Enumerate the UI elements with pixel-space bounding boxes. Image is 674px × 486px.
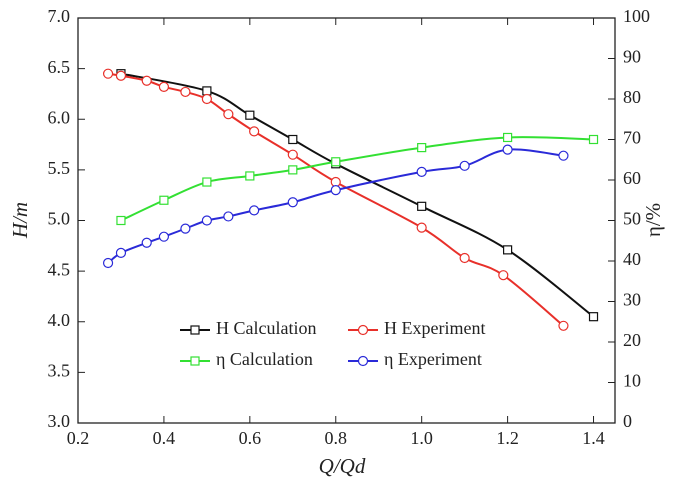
point-marker bbox=[158, 81, 170, 92]
y2-tick-label: 90 bbox=[623, 47, 641, 67]
point-marker bbox=[417, 201, 427, 211]
point-marker bbox=[502, 144, 513, 155]
y-tick-label: 7.0 bbox=[48, 6, 71, 26]
x-tick-label: 1.0 bbox=[410, 428, 433, 448]
y2-tick-label: 60 bbox=[623, 168, 641, 188]
plot-frame bbox=[77, 17, 616, 424]
point-marker bbox=[459, 252, 470, 264]
point-marker bbox=[330, 185, 341, 196]
point-marker bbox=[202, 86, 212, 96]
y2-tick-label: 30 bbox=[623, 290, 641, 310]
point-marker bbox=[588, 312, 599, 322]
y-axis-title: H/m bbox=[8, 202, 32, 239]
point-marker bbox=[102, 68, 114, 79]
y-tick-label: 5.5 bbox=[48, 158, 71, 178]
legend-label: H Calculation bbox=[216, 318, 316, 338]
legend-label: η Experiment bbox=[384, 349, 482, 369]
y-tick-label: 3.0 bbox=[48, 411, 71, 431]
point-marker bbox=[288, 165, 298, 175]
point-marker bbox=[287, 197, 298, 208]
y-tick-label: 6.0 bbox=[48, 107, 71, 127]
point-marker bbox=[141, 237, 152, 248]
y2-tick-label: 80 bbox=[623, 87, 641, 107]
point-marker bbox=[288, 134, 298, 145]
point-marker bbox=[249, 126, 260, 137]
x-tick-label: 0.4 bbox=[153, 428, 176, 448]
legend-marker bbox=[190, 325, 200, 335]
point-marker bbox=[141, 75, 152, 86]
point-marker bbox=[331, 157, 341, 167]
y-tick-label: 5.0 bbox=[48, 209, 71, 229]
point-marker bbox=[158, 231, 170, 242]
point-marker bbox=[558, 150, 569, 161]
series-line bbox=[120, 72, 595, 318]
legend-marker bbox=[357, 324, 369, 336]
point-marker bbox=[115, 70, 127, 81]
point-marker bbox=[558, 320, 569, 331]
point-marker bbox=[416, 166, 427, 177]
series-line bbox=[107, 72, 565, 327]
y-tick-label: 4.5 bbox=[48, 259, 71, 279]
point-marker bbox=[245, 110, 255, 120]
point-marker bbox=[180, 223, 191, 234]
point-marker bbox=[287, 149, 298, 160]
y2-axis-title: η/% bbox=[641, 203, 665, 237]
point-marker bbox=[202, 177, 212, 187]
point-marker bbox=[503, 132, 513, 143]
series-line bbox=[120, 136, 594, 222]
legend-marker bbox=[357, 355, 369, 367]
y2-tick-label: 100 bbox=[623, 6, 650, 26]
x-tick-label: 1.4 bbox=[582, 428, 605, 448]
legend-label: H Experiment bbox=[384, 318, 485, 338]
y2-tick-label: 50 bbox=[623, 209, 641, 229]
point-marker bbox=[116, 215, 126, 226]
x-tick-label: 1.2 bbox=[496, 428, 519, 448]
point-marker bbox=[459, 160, 470, 171]
point-marker bbox=[503, 245, 513, 255]
y2-tick-label: 20 bbox=[623, 330, 641, 350]
point-marker bbox=[201, 215, 212, 226]
y2-tick-label: 0 bbox=[623, 411, 632, 431]
legend-marker bbox=[190, 356, 200, 366]
legend-label: η Calculation bbox=[216, 349, 313, 369]
point-marker bbox=[159, 195, 169, 205]
y-tick-label: 6.5 bbox=[48, 57, 71, 77]
point-marker bbox=[115, 247, 127, 258]
y-tick-label: 3.5 bbox=[48, 361, 71, 381]
y2-tick-label: 70 bbox=[623, 128, 641, 148]
point-marker bbox=[223, 109, 234, 120]
point-marker bbox=[249, 205, 260, 216]
point-marker bbox=[102, 257, 114, 269]
x-axis-title: Q/Qd bbox=[319, 454, 366, 478]
point-marker bbox=[416, 222, 427, 233]
point-marker bbox=[223, 211, 234, 222]
x-tick-label: 0.6 bbox=[239, 428, 262, 448]
x-tick-label: 0.2 bbox=[67, 428, 90, 448]
point-marker bbox=[498, 270, 509, 281]
point-marker bbox=[180, 86, 191, 98]
y2-tick-label: 10 bbox=[623, 371, 641, 391]
point-marker bbox=[588, 134, 599, 145]
point-marker bbox=[245, 171, 255, 181]
point-marker bbox=[417, 143, 427, 153]
point-marker bbox=[201, 93, 212, 105]
y-tick-label: 4.0 bbox=[48, 310, 71, 330]
y2-tick-label: 40 bbox=[623, 249, 641, 269]
x-tick-label: 0.8 bbox=[325, 428, 348, 448]
